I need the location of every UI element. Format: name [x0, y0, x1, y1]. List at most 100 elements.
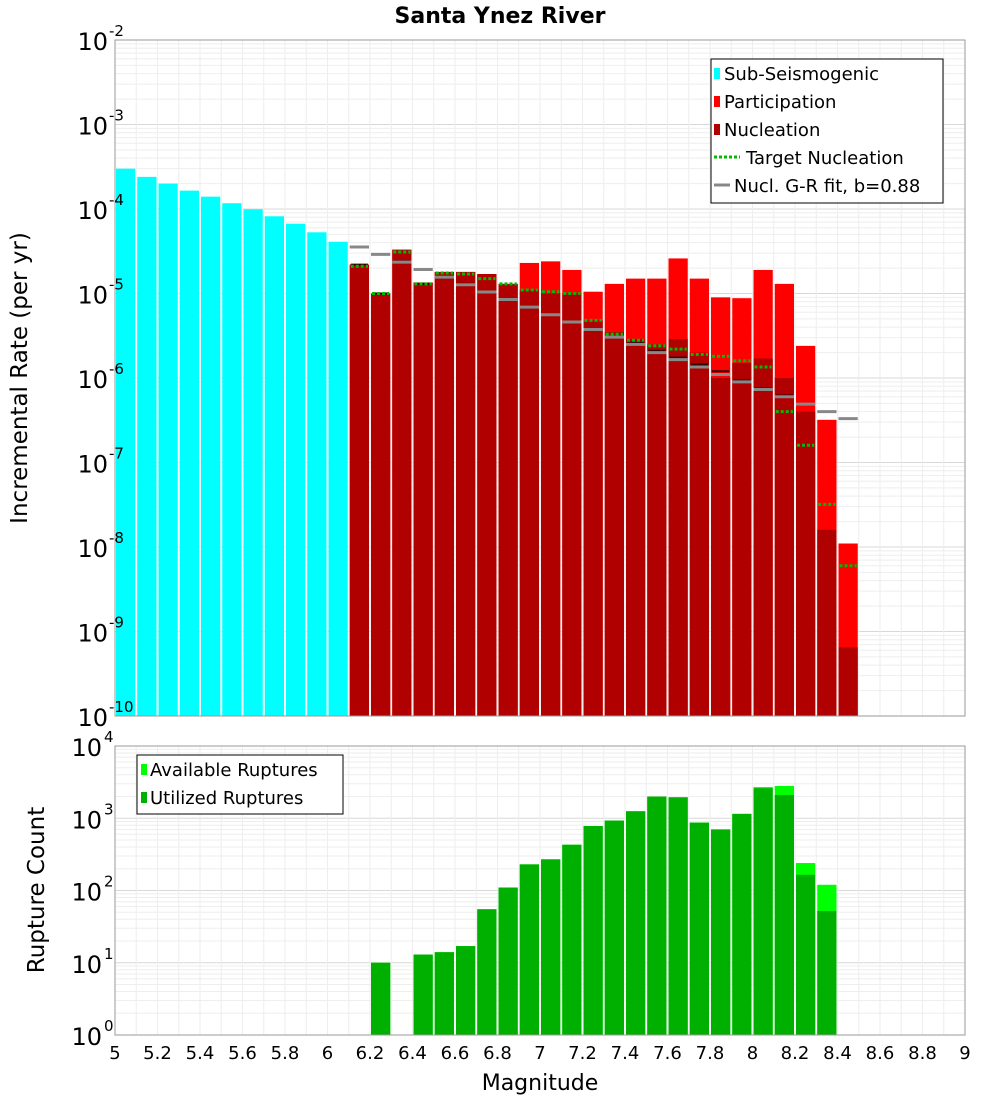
nucleation-bar — [434, 271, 454, 716]
nucleation-bar — [477, 274, 497, 716]
x-tick-label: 6.8 — [483, 1043, 512, 1064]
top-y-axis-label: Incremental Rate (per yr) — [7, 232, 33, 524]
x-tick-label: 6.4 — [398, 1043, 427, 1064]
x-tick-label: 6 — [322, 1043, 333, 1064]
legend-swatch-utilized — [141, 792, 147, 803]
nucleation-bar — [371, 293, 391, 716]
bottom-y-axis-label: Rupture Count — [24, 807, 50, 973]
x-tick-label: 5.4 — [186, 1043, 215, 1064]
legend-label-nucleation: Nucleation — [724, 120, 820, 141]
top-y-tick-label: 10 — [77, 366, 108, 394]
top-y-tick-exponent: -7 — [109, 445, 124, 463]
utilized-rupture-bar — [413, 954, 433, 1035]
utilized-rupture-bar — [711, 829, 731, 1035]
nucleation-bar — [647, 344, 667, 716]
x-tick-label: 7.2 — [568, 1043, 597, 1064]
x-tick-label: 8.4 — [823, 1043, 852, 1064]
top-y-tick-label: 10 — [77, 28, 108, 56]
nucleation-bar — [817, 529, 837, 716]
x-tick-label: 8.8 — [908, 1043, 937, 1064]
x-tick-label: 8 — [747, 1043, 758, 1064]
legend-swatch-participation — [714, 96, 720, 107]
utilized-rupture-bar — [817, 911, 837, 1035]
utilized-rupture-bar — [774, 794, 794, 1035]
utilized-rupture-bar — [434, 952, 454, 1035]
sub-seismogenic-bar — [116, 168, 136, 717]
sub-seismogenic-bar — [286, 223, 306, 716]
nucleation-bar — [413, 282, 433, 716]
top-y-tick-label: 10 — [77, 282, 108, 310]
x-tick-label: 7.4 — [611, 1043, 640, 1064]
bottom-y-tick-label: 10 — [71, 1023, 102, 1051]
target-nucleation-markers — [350, 250, 857, 568]
x-tick-label: 6.6 — [441, 1043, 470, 1064]
top-y-tick-label: 10 — [77, 620, 108, 648]
nucleation-bar — [349, 264, 369, 716]
x-tick-label: 6.2 — [356, 1043, 385, 1064]
legend-swatch-available — [141, 764, 147, 775]
legend-swatch-sub-seismogenic — [714, 68, 720, 79]
utilized-rupture-bar — [541, 859, 561, 1035]
utilized-rupture-bars — [371, 788, 837, 1035]
sub-seismogenic-bar — [264, 216, 284, 717]
legend-label-participation: Participation — [724, 92, 836, 113]
bottom-y-tick-exponent: 0 — [104, 1017, 114, 1035]
nucleation-bar — [753, 358, 773, 716]
top-y-tick-exponent: -8 — [109, 529, 124, 547]
nucleation-bar — [626, 338, 646, 716]
legend-label-utilized: Utilized Ruptures — [150, 788, 303, 809]
bottom-legend: Available Ruptures Utilized Ruptures — [136, 754, 344, 815]
x-tick-label: 5.8 — [271, 1043, 300, 1064]
utilized-rupture-bar — [732, 813, 752, 1035]
utilized-rupture-bar — [562, 844, 582, 1035]
top-plot-frame — [114, 39, 966, 717]
bottom-y-tick-label: 10 — [71, 734, 102, 762]
utilized-rupture-bar — [604, 820, 624, 1035]
utilized-rupture-bar — [753, 788, 773, 1035]
sub-seismogenic-bar — [307, 232, 327, 716]
x-tick-label: 7.8 — [696, 1043, 725, 1064]
legend-label-available: Available Ruptures — [150, 760, 318, 781]
sub-seismogenic-bar — [201, 196, 221, 717]
legend-label-sub-seismogenic: Sub-Seismogenic — [724, 64, 879, 85]
nucleation-bar — [456, 271, 476, 716]
top-y-tick-label: 10 — [77, 197, 108, 225]
bottom-y-tick-label: 10 — [71, 806, 102, 834]
top-legend: Sub-Seismogenic Participation Nucleation… — [710, 58, 944, 204]
bottom-y-tick-exponent: 4 — [104, 728, 114, 746]
x-axis-label: Magnitude — [482, 1071, 599, 1096]
top-y-tick-label: 10 — [77, 704, 108, 732]
nucleation-bar — [604, 332, 624, 716]
legend-swatch-nucleation — [714, 124, 720, 135]
utilized-rupture-bar — [519, 864, 539, 1035]
top-y-tick-exponent: -10 — [109, 698, 134, 716]
sub-seismogenic-bar — [243, 209, 263, 716]
nucleation-bar — [689, 352, 709, 716]
nucleation-bar — [796, 411, 816, 716]
nucleation-bar — [838, 647, 858, 716]
x-tick-label: 5.2 — [143, 1043, 172, 1064]
nucleation-bar — [498, 283, 518, 716]
x-tick-label: 5.6 — [228, 1043, 257, 1064]
nucleation-bar — [519, 290, 539, 716]
sub-seismogenic-bar — [179, 190, 199, 716]
x-tick-label: 7.6 — [653, 1043, 682, 1064]
bottom-y-tick-exponent: 2 — [104, 873, 114, 891]
utilized-rupture-bar — [689, 822, 709, 1035]
x-tick-label: 8.2 — [781, 1043, 810, 1064]
nucleation-bar — [732, 363, 752, 716]
bottom-legend-box — [136, 754, 344, 815]
nucleation-bar — [562, 293, 582, 716]
bottom-y-tick-exponent: 3 — [104, 800, 114, 818]
top-y-tick-label: 10 — [77, 451, 108, 479]
top-y-tick-label: 10 — [77, 535, 108, 563]
top-legend-box — [710, 58, 944, 204]
legend-label-target-nucleation: Target Nucleation — [745, 148, 904, 169]
top-y-tick-exponent: -4 — [109, 191, 124, 209]
legend-label-gr-fit: Nucl. G-R fit, b=0.88 — [734, 176, 920, 197]
